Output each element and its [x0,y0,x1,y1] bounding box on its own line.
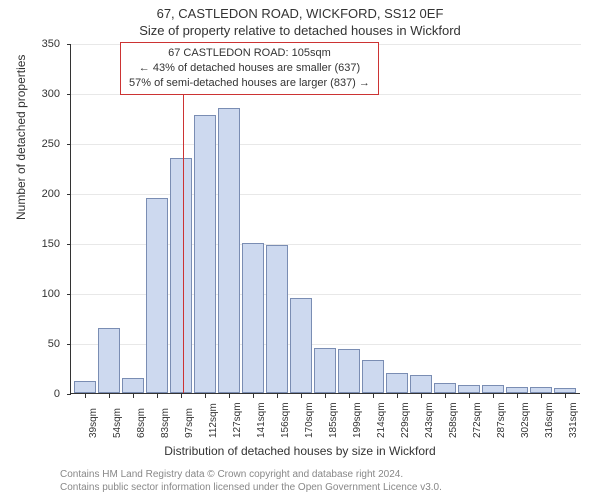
xtick-label: 39sqm [88,408,99,438]
ytick-mark [67,244,71,245]
ytick-label: 100 [0,288,60,300]
xtick-mark [517,394,518,398]
xtick-label: 214sqm [376,402,387,438]
xtick-label: 302sqm [520,402,531,438]
ytick-label: 50 [0,338,60,350]
xtick-mark [325,394,326,398]
footer-line-1: Contains HM Land Registry data © Crown c… [60,468,442,481]
xtick-label: 54sqm [112,408,123,438]
footer-line-2: Contains public sector information licen… [60,481,442,494]
ytick-label: 200 [0,188,60,200]
xtick-mark [565,394,566,398]
x-axis-label: Distribution of detached houses by size … [0,444,600,458]
xtick-mark [421,394,422,398]
ytick-mark [67,94,71,95]
plot-region [70,44,580,394]
histogram-bar [98,328,120,393]
xtick-label: 199sqm [352,402,363,438]
xtick-label: 68sqm [136,408,147,438]
xtick-label: 141sqm [256,402,267,438]
xtick-mark [85,394,86,398]
ytick-label: 0 [0,388,60,400]
histogram-bar [74,381,96,393]
xtick-label: 272sqm [472,402,483,438]
xtick-label: 287sqm [496,402,507,438]
xtick-label: 229sqm [400,402,411,438]
histogram-bar [482,385,504,393]
footer-attribution: Contains HM Land Registry data © Crown c… [60,468,442,494]
xtick-mark [493,394,494,398]
histogram-bar [146,198,168,393]
xtick-label: 170sqm [304,402,315,438]
histogram-bar [194,115,216,393]
title-sub: Size of property relative to detached ho… [0,23,600,38]
xtick-mark [349,394,350,398]
histogram-bar [314,348,336,393]
histogram-bar [554,388,576,393]
xtick-label: 112sqm [208,403,219,438]
histogram-bar [506,387,528,393]
ytick-label: 250 [0,138,60,150]
xtick-mark [157,394,158,398]
ytick-mark [67,394,71,395]
xtick-label: 83sqm [160,408,171,438]
ytick-mark [67,194,71,195]
histogram-bar [266,245,288,393]
ytick-mark [67,294,71,295]
ytick-mark [67,144,71,145]
title-main: 67, CASTLEDON ROAD, WICKFORD, SS12 0EF [0,6,600,21]
histogram-bar [218,108,240,393]
xtick-mark [109,394,110,398]
grid-line [71,194,581,195]
xtick-mark [301,394,302,398]
grid-line [71,144,581,145]
histogram-bar [386,373,408,393]
xtick-label: 258sqm [448,402,459,438]
ytick-mark [67,344,71,345]
xtick-label: 316sqm [544,402,555,438]
xtick-mark [181,394,182,398]
xtick-mark [205,394,206,398]
xtick-label: 243sqm [424,402,435,438]
histogram-bar [410,375,432,393]
histogram-bar [362,360,384,393]
histogram-bar [122,378,144,393]
ytick-label: 150 [0,238,60,250]
histogram-bar [170,158,192,393]
xtick-label: 331sqm [568,402,579,438]
chart-area [70,44,580,394]
xtick-label: 127sqm [232,402,243,438]
xtick-label: 185sqm [328,402,339,438]
ytick-mark [67,44,71,45]
xtick-mark [229,394,230,398]
xtick-label: 97sqm [184,408,195,438]
info-line-1: 67 CASTLEDON ROAD: 105sqm [129,46,370,61]
histogram-bar [290,298,312,393]
xtick-mark [397,394,398,398]
xtick-mark [445,394,446,398]
info-box: 67 CASTLEDON ROAD: 105sqm ← 43% of detac… [120,42,379,95]
histogram-bar [458,385,480,393]
xtick-mark [373,394,374,398]
xtick-label: 156sqm [280,402,291,438]
xtick-mark [469,394,470,398]
ytick-label: 300 [0,88,60,100]
histogram-bar [434,383,456,393]
xtick-mark [133,394,134,398]
histogram-bar [338,349,360,393]
property-marker-line [183,93,184,393]
info-line-3: 57% of semi-detached houses are larger (… [129,76,370,91]
ytick-label: 350 [0,38,60,50]
histogram-bar [530,387,552,393]
xtick-mark [541,394,542,398]
histogram-bar [242,243,264,393]
xtick-mark [277,394,278,398]
info-line-2: ← 43% of detached houses are smaller (63… [129,61,370,76]
xtick-mark [253,394,254,398]
